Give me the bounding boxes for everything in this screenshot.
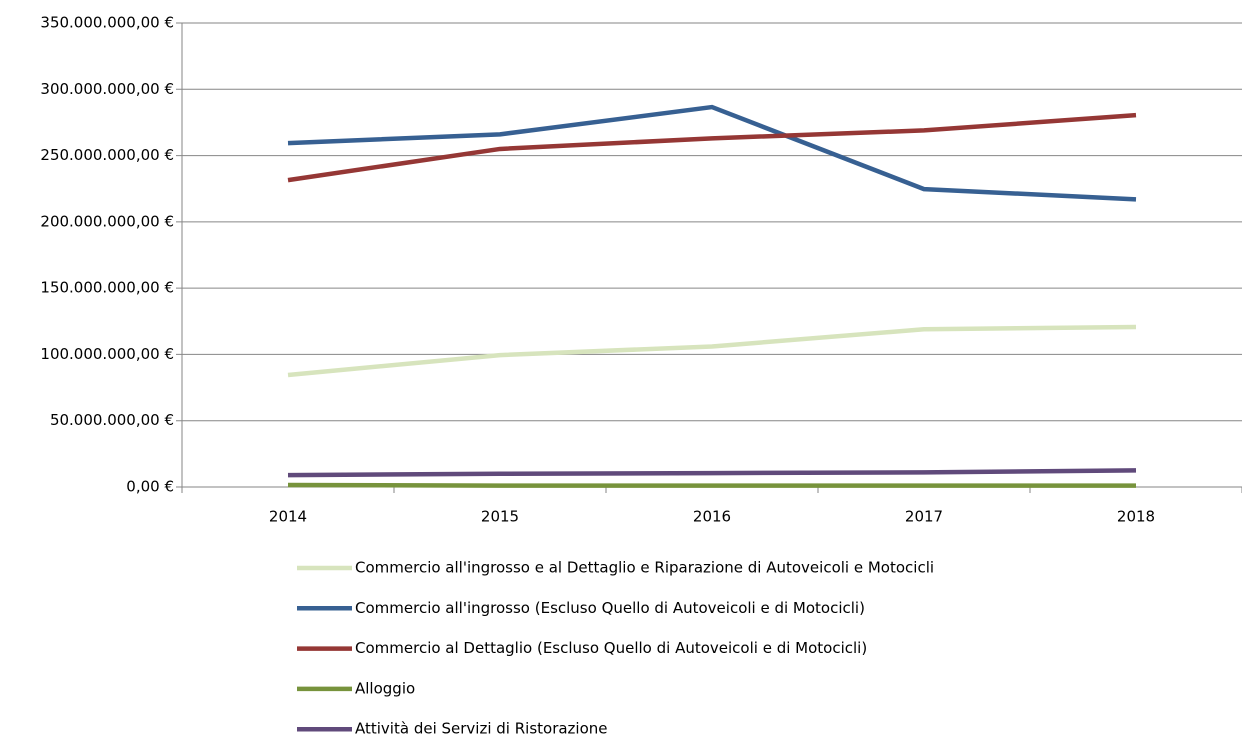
- y-tick-label: 100.000.000,00 €: [40, 345, 174, 363]
- series-line: [287, 482, 1136, 488]
- series-line: [287, 104, 1137, 202]
- series-line: [287, 468, 1137, 478]
- y-tick-label: 250.000.000,00 €: [40, 146, 174, 164]
- y-tick-label: 300.000.000,00 €: [40, 80, 174, 98]
- y-tick-label: 200.000.000,00 €: [40, 212, 174, 230]
- legend-label: Commercio al Dettaglio (Escluso Quello d…: [355, 639, 867, 657]
- legend-label: Alloggio: [355, 679, 415, 697]
- x-tick-label: 2016: [693, 508, 731, 526]
- legend-label: Commercio all'ingrosso e al Dettaglio e …: [355, 559, 934, 577]
- x-tick-label: 2015: [481, 508, 519, 526]
- legend-label: Commercio all'ingrosso (Escluso Quello d…: [355, 599, 865, 617]
- x-tick-label: 2017: [905, 508, 943, 526]
- y-tick-label: 0,00 €: [126, 478, 174, 496]
- x-tick-label: 2014: [269, 508, 307, 526]
- y-tick-label: 50.000.000,00 €: [50, 411, 174, 429]
- series-line: [287, 112, 1137, 183]
- series-line: [287, 324, 1137, 378]
- legend-label: Attività dei Servizi di Ristorazione: [355, 720, 608, 738]
- y-tick-label: 150.000.000,00 €: [40, 279, 174, 297]
- x-tick-label: 2018: [1117, 508, 1155, 526]
- y-tick-label: 350.000.000,00 €: [40, 14, 174, 32]
